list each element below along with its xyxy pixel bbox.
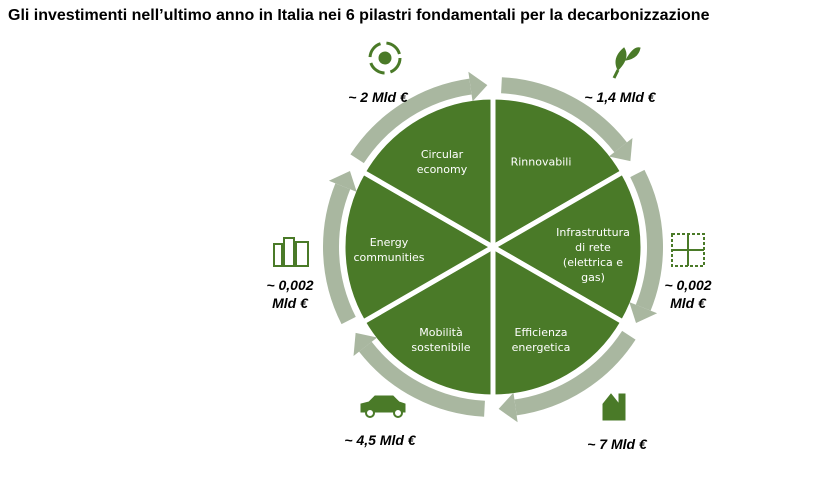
- ring-arc: [323, 183, 356, 325]
- pillar-label: Energy communities: [353, 236, 425, 264]
- ring-arc: [630, 169, 663, 311]
- leaf-icon: [615, 47, 641, 71]
- pillar-label: Mobilità sostenibile: [411, 326, 471, 354]
- pillar-amount: ~ 7 Mld €: [587, 436, 647, 452]
- ring-arrow: [468, 71, 488, 102]
- title: Gli investimenti nell’ultimo anno in Ita…: [8, 7, 710, 24]
- pillar-amount: ~ 0,002 Mld €: [266, 277, 314, 311]
- wheel: [393, 408, 403, 418]
- sector: [490, 242, 627, 400]
- building-icon: [273, 243, 283, 267]
- ring-arrow: [608, 138, 633, 162]
- house-icon: [602, 393, 626, 421]
- gear-icon: [378, 51, 392, 65]
- ring-arc: [500, 77, 627, 153]
- ring-arrow: [629, 302, 658, 324]
- pillar-amount: ~ 0,002 Mld €: [664, 277, 712, 311]
- sector: [359, 242, 496, 400]
- pillar-label: Circular economy: [416, 148, 468, 176]
- ring-arc: [514, 330, 636, 416]
- ring-arrow: [353, 332, 378, 356]
- icons: [273, 41, 705, 421]
- pillar-amount: ~ 4,5 Mld €: [344, 432, 416, 448]
- wheel: [365, 408, 375, 418]
- pillar-label: Infrastruttura di rete (elettrica e gas): [556, 226, 630, 284]
- pillar-amount: ~ 1,4 Mld €: [584, 89, 656, 105]
- ring-arc: [350, 78, 472, 164]
- pillar-label: Rinnovabili: [510, 155, 572, 169]
- sector: [487, 168, 646, 326]
- sector: [490, 94, 627, 252]
- plug-icon: [612, 69, 620, 79]
- building-icon: [283, 237, 295, 267]
- car-icon: [360, 395, 406, 413]
- sector: [359, 94, 496, 252]
- pillar-amount: ~ 2 Mld €: [348, 89, 408, 105]
- pillar-label: Efficienza energetica: [511, 326, 571, 354]
- building-icon: [295, 241, 309, 267]
- ring-arc: [359, 341, 486, 417]
- ring-arrow: [328, 170, 357, 192]
- sector: [340, 168, 499, 326]
- ring-arrow: [498, 392, 518, 423]
- circular-icon: [368, 41, 402, 75]
